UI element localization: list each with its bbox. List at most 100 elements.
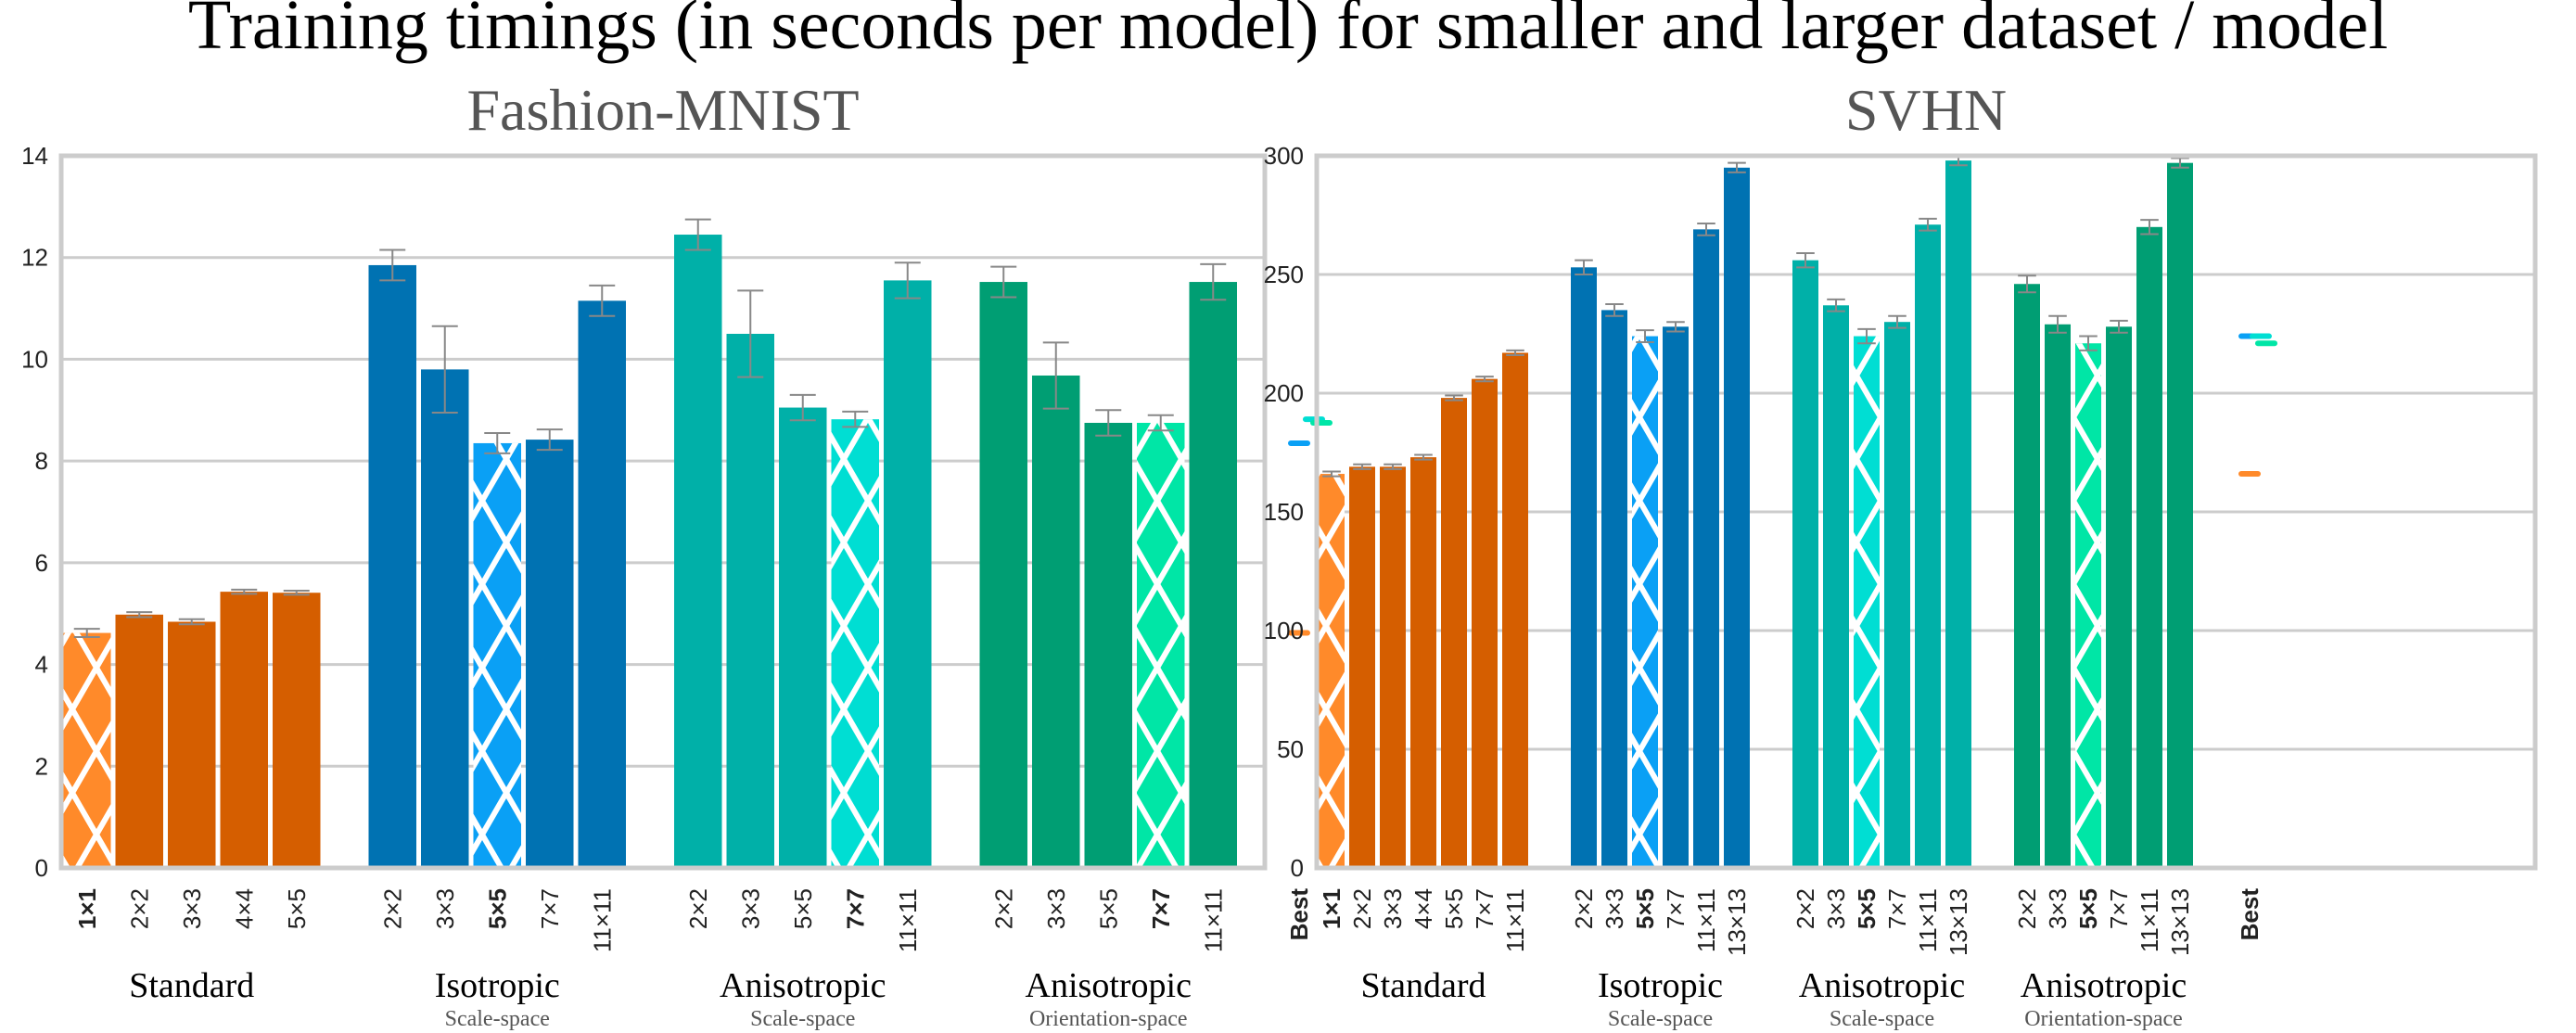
y-tick-label: 12 [21,244,48,272]
x-tick-label: 7×7 [2105,888,2133,929]
x-tick-label: 2×2 [1570,888,1598,929]
chart-title: Fashion-MNIST [466,77,859,143]
error-bar [589,284,616,317]
x-tick-label: 13×13 [1945,888,1972,956]
bar [1601,310,1627,868]
group-sublabel: Scale-space [445,1007,550,1031]
error-bar [379,249,406,282]
error-bar [1796,251,1815,269]
group-label: Standard [129,966,254,1005]
error-bar [1666,321,1685,333]
error-bar [484,431,511,454]
x-tick-label: 7×7 [1471,888,1498,929]
error-bar [2140,219,2159,236]
best-label: Best [1285,888,1313,941]
y-tick-label: 6 [35,549,48,577]
error-bar [894,261,921,300]
x-tick-label: 2×2 [1792,888,1819,929]
x-tick-label: 7×7 [536,888,564,929]
best-label: Best [2236,888,2264,941]
bar [1724,167,1750,869]
error-bar [1147,414,1174,432]
x-tick-label: 5×5 [483,888,511,929]
error-bar [1414,453,1433,461]
group-sublabel: Orientation-space [1029,1007,1188,1031]
x-tick-label: 1×1 [1318,888,1345,929]
bar [168,621,216,868]
x-tick-label: 2×2 [1348,888,1376,929]
error-bar [2079,335,2098,351]
error-bar [126,611,153,619]
y-tick-label: 0 [1291,854,1304,882]
bar-hatch [63,632,111,868]
error-bar [1095,409,1122,437]
error-bar [1888,314,1906,329]
y-tick-label: 14 [21,142,48,170]
figure-title: Training timings (in seconds per model) … [188,0,2388,64]
group-label: Anisotropic [720,966,886,1005]
x-tick-label: 3×3 [1600,888,1628,929]
error-bar [2048,314,2067,334]
y-tick-label: 300 [1264,142,1304,170]
y-tick-label: 150 [1264,498,1304,526]
x-tick-label: 3×3 [1042,888,1070,929]
bar-hatch [1137,423,1185,868]
bar [1084,423,1132,868]
x-tick-label: 2×2 [989,888,1017,929]
error-bar [990,265,1017,299]
plot-frame [1314,153,2538,871]
x-tick-label: 3×3 [1379,888,1407,929]
bar [273,593,321,868]
bar-hatch [831,419,879,868]
y-tick-label: 2 [35,752,48,780]
x-tick-label: 7×7 [1883,888,1911,929]
group-label: Isotropic [435,966,560,1005]
x-tick-label: 5×5 [1853,888,1881,929]
error-bar [684,218,711,251]
x-tick-label: 4×4 [230,888,258,929]
bar [2106,326,2132,868]
error-bar [789,393,816,422]
error-bar [536,428,563,452]
x-tick-label: 2×2 [2013,888,2041,929]
group-sublabel: Scale-space [750,1007,855,1031]
error-bar [73,628,100,638]
y-tick-label: 8 [35,447,48,475]
bar [1189,282,1237,868]
y-tick-label: 50 [1277,735,1304,763]
bar [979,282,1027,868]
bar [674,235,722,868]
error-bar [2110,319,2128,334]
bar [368,264,416,868]
bar [1349,466,1375,868]
y-tick-label: 250 [1264,261,1304,288]
group-sublabel: Orientation-space [2024,1007,2183,1031]
bar [578,300,626,868]
error-bar [1475,376,1494,383]
group-label: Anisotropic [1799,966,1965,1005]
x-tick-label: 5×5 [283,888,311,929]
y-tick-label: 100 [1264,617,1304,644]
x-tick-label: 3×3 [431,888,459,929]
x-tick-label: 7×7 [841,888,869,929]
group-sublabel: Scale-space [1830,1007,1934,1031]
x-tick-label: 11×11 [894,888,922,952]
bar [1410,457,1436,868]
error-bar [1575,259,1593,275]
bar-hatch [1854,336,1880,868]
bar [421,369,469,868]
error-bar [1636,329,1654,343]
x-tick-label: 7×7 [1662,888,1690,929]
bar [1884,322,1910,868]
bar [1441,398,1467,868]
error-bar [431,325,458,414]
bar [1502,352,1528,869]
x-tick-label: 3×3 [1822,888,1850,929]
chart-title: SVHN [1845,77,2007,143]
x-tick-label: 4×4 [1409,888,1437,929]
bar [779,407,827,868]
bar [1032,375,1080,868]
bar-hatch [1632,336,1658,868]
bar [1472,378,1498,868]
